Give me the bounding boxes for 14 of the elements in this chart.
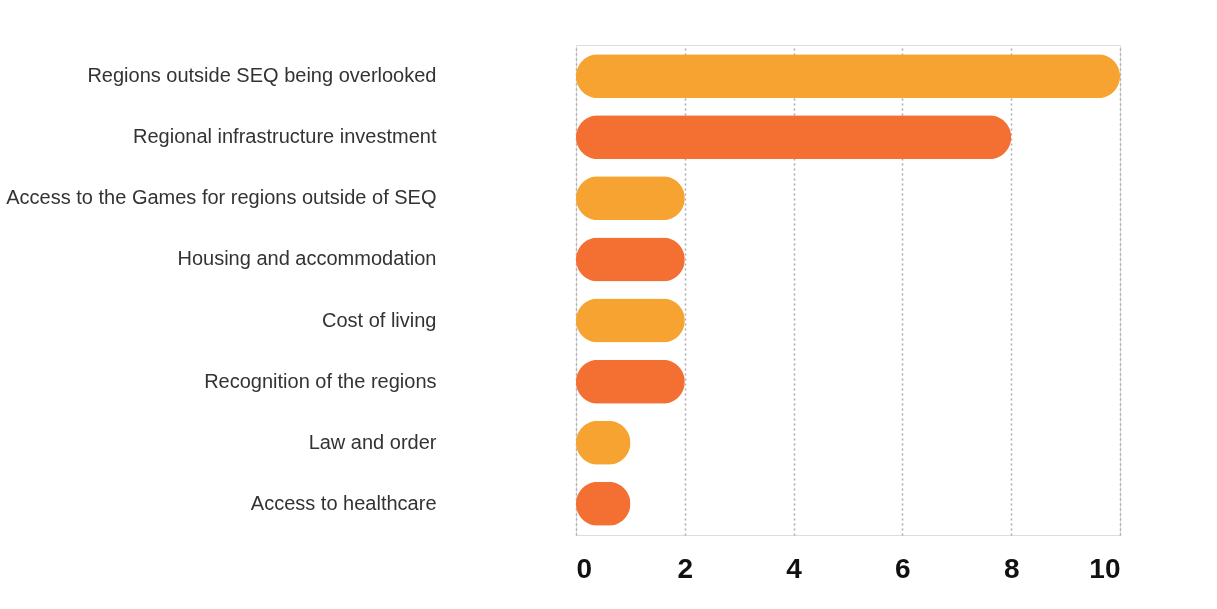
- x-tick-label: 2: [677, 552, 694, 584]
- y-tick-label: Regional infrastructure investment: [133, 125, 437, 148]
- x-tick-label: 6: [895, 552, 911, 584]
- y-tick-label: Cost of living: [322, 308, 437, 331]
- y-tick-label: Access to healthcare: [250, 491, 437, 514]
- y-tick-label: Regions outside SEQ being overlooked: [87, 64, 437, 87]
- x-tick-label: 10: [1089, 552, 1121, 584]
- y-tick-label: Access to the Games for regions outside of SEQ: [6, 186, 437, 209]
- y-tick-label: Recognition of the regions: [204, 369, 437, 392]
- x-tick-label: 4: [786, 552, 803, 584]
- y-tick-label: Law and order: [308, 430, 437, 453]
- x-tick-label: 0: [576, 552, 593, 584]
- x-tick-label: 8: [1003, 552, 1020, 584]
- y-tick-label: Housing and accommodation: [177, 247, 437, 270]
